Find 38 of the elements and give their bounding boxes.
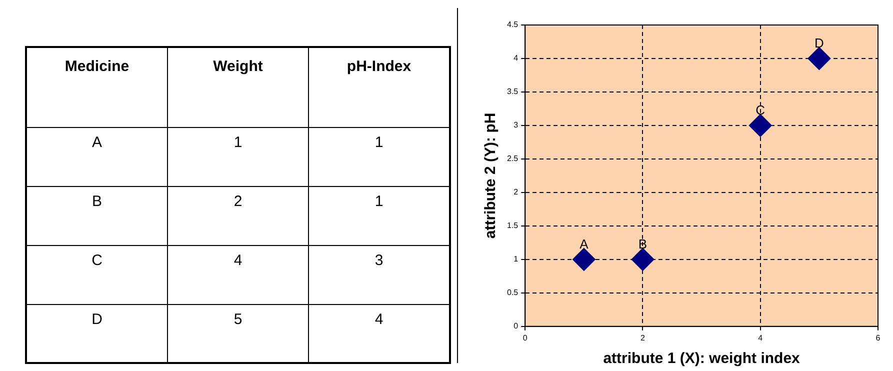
y-tick-label: 2	[514, 188, 519, 197]
point	[748, 114, 772, 137]
x-tick-label: 2	[640, 333, 646, 342]
x-tick-label: 4	[758, 333, 764, 342]
point	[572, 248, 596, 271]
category-label: D	[26, 304, 168, 363]
data-label: 2	[168, 186, 308, 245]
text: pH-Index	[308, 47, 450, 127]
x-tick-label: 6	[876, 333, 881, 342]
annotation: A	[580, 236, 589, 252]
annotation: D	[814, 36, 824, 51]
category-label: B	[26, 186, 168, 245]
point	[631, 248, 654, 271]
y-tick-label: 2.5	[506, 154, 519, 164]
data-label: 3	[308, 245, 450, 304]
y-tick-label: 1	[514, 254, 519, 264]
x-tick-label: 0	[522, 333, 528, 342]
data-label: 1	[168, 127, 308, 186]
text: Weight	[168, 47, 308, 127]
data-label: 4	[168, 245, 308, 304]
y-tick-label: 1.5	[506, 221, 519, 230]
x-axis-title: attribute 1 (X): weight index	[603, 350, 801, 368]
y-tick-label: 0.5	[506, 288, 519, 298]
point	[808, 46, 831, 70]
legend-title: Medicine	[26, 47, 168, 127]
y-tick-label: 3	[514, 120, 519, 130]
y-axis-title: attribute 2 (Y): pH	[482, 112, 500, 239]
data-label: 5	[168, 304, 308, 363]
annotation: B	[638, 236, 648, 252]
y-tick-label: 4	[514, 54, 519, 63]
category-label: C	[26, 245, 168, 304]
data-label: 1	[308, 186, 450, 245]
data-label: 1	[308, 127, 450, 186]
category-label: A	[26, 127, 168, 186]
y-tick-label: 3.5	[506, 87, 519, 96]
y-tick-label: 0	[514, 322, 519, 331]
y-tick-label: 4.5	[506, 20, 519, 30]
annotation: C	[756, 102, 766, 118]
